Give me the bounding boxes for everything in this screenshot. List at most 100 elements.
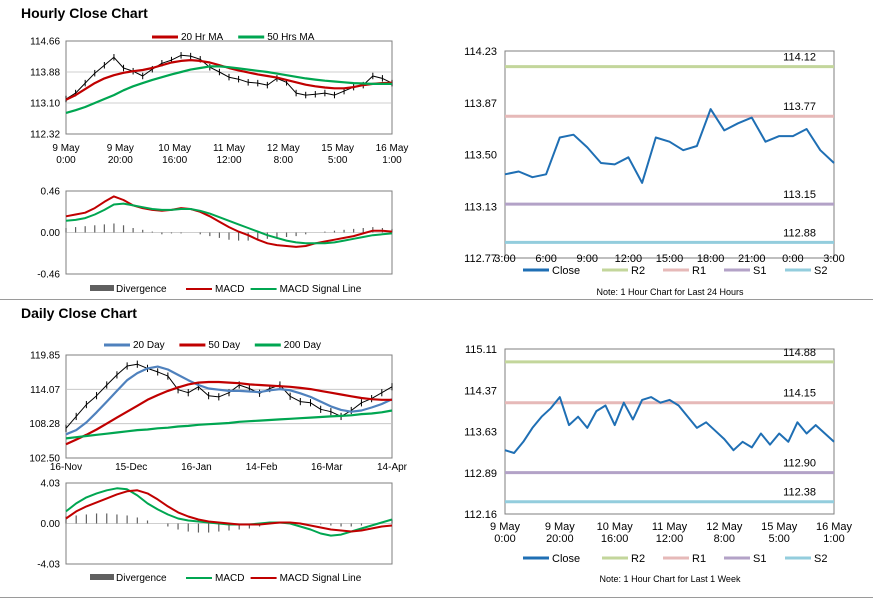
daily-pivots-legend-label: R1	[692, 553, 706, 565]
daily-price-close-line	[65, 363, 393, 429]
daily-pivots-xtick-label: 9 May	[490, 521, 520, 533]
hourly-pivots-close-line	[504, 108, 835, 184]
daily-pivots-legend-label: Close	[552, 553, 580, 565]
hourly-macd-series-macd	[65, 195, 393, 248]
daily-pivots-xtick-label: 12:00	[656, 533, 684, 545]
hourly-pivots-ytick-label: 113.13	[464, 201, 497, 213]
daily-macd-ytick-label: 0.00	[41, 519, 61, 530]
hourly-macd-legend-label: MACD Signal Line	[280, 284, 362, 295]
hourly-price-series-50-hrs-ma	[65, 65, 392, 114]
hourly-pivot-note: Note: 1 Hour Chart for Last 24 Hours	[596, 287, 744, 297]
hourly-pivots-legend-label: R2	[631, 265, 645, 277]
bottom-divider	[0, 597, 873, 598]
daily-macd-ytick-label: 4.03	[41, 479, 61, 490]
daily-pivots-xtick-label: 1:00	[823, 533, 844, 545]
hourly-price-xtick-label: 9 May	[52, 143, 79, 154]
hourly-price-close-line	[65, 54, 393, 100]
daily-pivots-ytick-label: 112.16	[464, 509, 497, 521]
hourly-macd-legend-label: MACD	[215, 284, 244, 295]
hourly-pivots-xtick-label: 9:00	[577, 253, 598, 265]
hourly-pivots-legend-label: S2	[814, 265, 827, 277]
hourly-pivots-ytick-label: 114.23	[464, 46, 497, 58]
hourly-price-ytick-label: 113.88	[30, 68, 60, 79]
hourly-price-xtick-label: 10 May	[158, 143, 191, 154]
hourly-price-xtick-label: 15 May	[321, 143, 354, 154]
daily-price-plot-frame	[65, 354, 393, 459]
daily-pivots-ytick-label: 112.89	[464, 468, 497, 480]
daily-price-xtick-label: 14-Apr	[377, 462, 408, 473]
hourly-pivots-xtick-label: 18:00	[697, 253, 725, 265]
daily-pivots-legend-label: S1	[753, 553, 766, 565]
hourly-macd-legend-label: Divergence	[116, 284, 167, 295]
daily-pivots-xtick-label: 0:00	[494, 533, 515, 545]
daily-section-title: Daily Close Chart	[21, 305, 137, 321]
daily-pivots-xtick-label: 15 May	[761, 521, 798, 533]
daily-price-xtick-label: 16-Mar	[311, 462, 343, 473]
hourly-price-xtick-label: 20:00	[108, 155, 133, 166]
daily-price-series-200-day	[65, 409, 393, 440]
hourly-pivots-ytick-label: 113.87	[464, 98, 497, 110]
daily-macd-ytick-label: -4.03	[37, 560, 60, 571]
daily-pivots-ytick-label: 115.11	[465, 344, 497, 356]
daily-pivots-xtick-label: 8:00	[714, 533, 735, 545]
daily-pivots-ytick-label: 113.63	[464, 427, 497, 439]
daily-pivots-level-label: 114.15	[783, 388, 816, 400]
daily-pivots-close-line	[504, 396, 835, 454]
hourly-price-xtick-label: 9 May	[107, 143, 134, 154]
daily-pivots-xtick-label: 9 May	[545, 521, 575, 533]
hourly-price-legend-label: 20 Hr MA	[181, 32, 224, 43]
daily-price-xtick-label: 16-Jan	[181, 462, 212, 473]
daily-pivots-legend-label: S2	[814, 553, 827, 565]
hourly-macd-ytick-label: 0.46	[41, 187, 61, 198]
hourly-pivots-ytick-label: 113.50	[464, 150, 497, 162]
hourly-macd-ytick-label: 0.00	[41, 228, 61, 239]
daily-macd-legend-label: MACD	[215, 573, 244, 584]
daily-pivots-xtick-label: 16 May	[816, 521, 853, 533]
daily-macd-legend-label: Divergence	[116, 573, 167, 584]
daily-pivot-note: Note: 1 Hour Chart for Last 1 Week	[599, 574, 741, 584]
hourly-price-xtick-label: 16:00	[162, 155, 187, 166]
daily-price-ytick-label: 114.07	[30, 385, 60, 396]
hourly-pivots-level-label: 114.12	[783, 52, 816, 64]
daily-pivots-level-label: 114.88	[783, 347, 816, 359]
section-divider	[0, 299, 873, 300]
daily-macd-legend-label: MACD Signal Line	[280, 573, 362, 584]
daily-pivots-xtick-label: 5:00	[768, 533, 789, 545]
hourly-pivots-xtick-label: 12:00	[615, 253, 643, 265]
daily-pivots-xtick-label: 11 May	[652, 521, 688, 533]
hourly-macd-series-macd-signal-line	[65, 202, 393, 245]
hourly-price-xtick-label: 5:00	[328, 155, 348, 166]
hourly-price-xtick-label: 0:00	[56, 155, 76, 166]
daily-price-ytick-label: 102.50	[29, 454, 60, 465]
hourly-price-xtick-label: 8:00	[274, 155, 294, 166]
daily-price-xtick-label: 14-Feb	[246, 462, 278, 473]
hourly-price-xtick-label: 12 May	[267, 143, 300, 154]
hourly-price-plot-frame	[65, 40, 393, 135]
hourly-pivots-legend-label: Close	[552, 265, 580, 277]
daily-pivots-plot-frame	[504, 348, 835, 515]
hourly-price-xtick-label: 1:00	[382, 155, 402, 166]
hourly-pivots-xtick-label: 21:00	[738, 253, 766, 265]
daily-pivots-ytick-label: 114.37	[464, 385, 497, 397]
daily-pivots-level-label: 112.38	[783, 487, 816, 499]
hourly-macd-legend-swatch	[90, 285, 114, 291]
daily-macd-legend-swatch	[90, 574, 114, 580]
daily-pivots-xtick-label: 16:00	[601, 533, 629, 545]
hourly-price-ytick-label: 114.66	[30, 37, 60, 48]
hourly-price-xtick-label: 11 May	[213, 143, 245, 154]
daily-pivots-level-label: 112.90	[783, 458, 816, 470]
daily-price-ytick-label: 119.85	[30, 351, 60, 362]
daily-pivots-xtick-label: 20:00	[546, 533, 574, 545]
hourly-price-ytick-label: 112.32	[30, 130, 60, 141]
hourly-price-ytick-label: 113.10	[30, 99, 60, 110]
hourly-price-legend-label: 50 Hrs MA	[267, 32, 315, 43]
hourly-pivots-legend-label: S1	[753, 265, 766, 277]
daily-price-legend-label: 20 Day	[133, 340, 165, 351]
daily-pivots-xtick-label: 10 May	[597, 521, 634, 533]
hourly-pivots-xtick-label: 3:00	[823, 253, 844, 265]
daily-macd-series-macd-signal-line	[65, 489, 393, 533]
hourly-pivots-legend-label: R1	[692, 265, 706, 277]
hourly-pivots-level-label: 112.88	[783, 227, 816, 239]
daily-price-xtick-label: 15-Dec	[115, 462, 147, 473]
